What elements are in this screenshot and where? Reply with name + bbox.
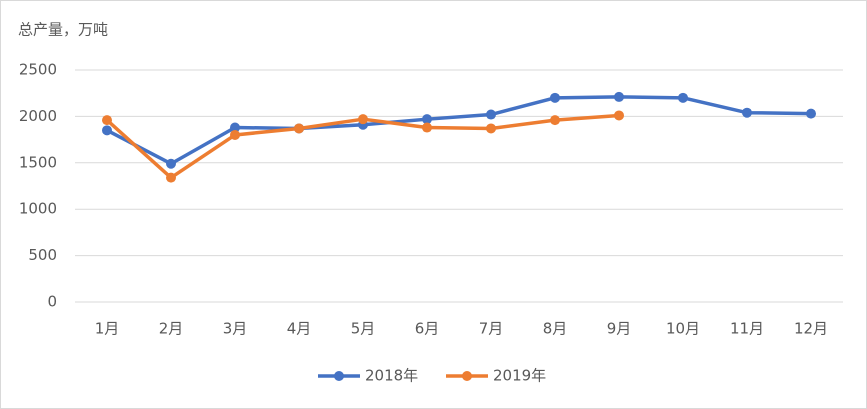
point	[486, 123, 496, 134]
legend-marker	[462, 371, 472, 381]
x-tick-label: 6月	[415, 320, 440, 338]
point	[230, 129, 240, 140]
x-tick-label: 7月	[479, 320, 504, 338]
point	[166, 172, 176, 183]
x-tick-label: 12月	[794, 320, 828, 338]
point	[358, 114, 368, 125]
x-tick-label: 4月	[287, 320, 312, 338]
x-tick-label: 1月	[95, 320, 120, 338]
point	[230, 122, 240, 133]
point	[486, 109, 496, 120]
series-line	[106, 95, 812, 166]
point	[742, 107, 752, 118]
point	[422, 122, 432, 133]
point	[422, 114, 432, 125]
point	[614, 91, 624, 102]
legend-label: 2018年	[365, 367, 418, 385]
x-tick-label: 8月	[543, 320, 568, 338]
point	[614, 110, 624, 121]
x-tick-label: 3月	[223, 320, 248, 338]
legend-marker	[334, 371, 344, 381]
point	[550, 92, 560, 103]
point	[550, 115, 560, 126]
legend-label: 2019年	[493, 367, 546, 385]
x-tick-label: 9月	[607, 320, 632, 338]
x-tick-label: 2月	[159, 320, 184, 338]
point	[166, 158, 176, 169]
y-axis-label: 总产量，万吨	[18, 21, 108, 39]
y-tick-label: 2000	[19, 107, 57, 125]
y-tick-label: 2500	[19, 61, 57, 79]
point	[294, 123, 304, 134]
y-tick-label: 0	[47, 293, 57, 311]
point	[102, 125, 112, 136]
y-tick-label: 1000	[19, 200, 57, 218]
y-tick-label: 1500	[19, 153, 57, 171]
x-tick-label: 11月	[730, 320, 764, 338]
x-tick-label: 10月	[666, 320, 700, 338]
point	[806, 108, 816, 119]
point	[678, 92, 688, 103]
point	[102, 115, 112, 126]
y-tick-label: 500	[28, 246, 57, 264]
x-tick-label: 5月	[351, 320, 376, 338]
